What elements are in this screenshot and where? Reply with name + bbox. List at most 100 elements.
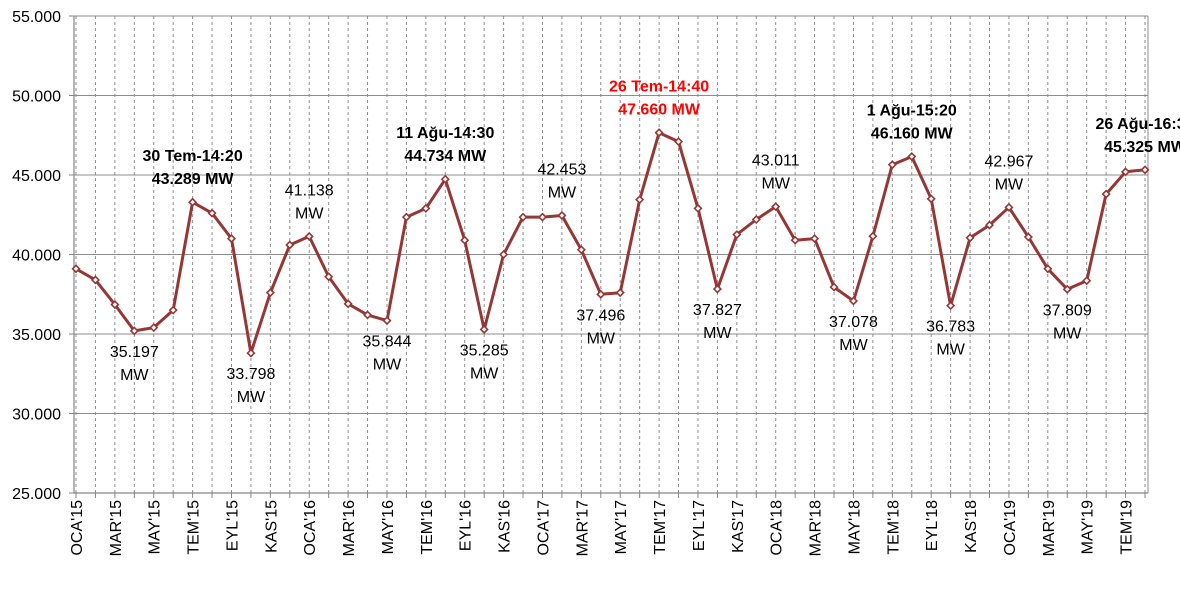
x-tick-label: TEM'17: [652, 500, 669, 555]
x-tick-label: EYL'15: [224, 500, 241, 551]
data-point-marker: [557, 210, 567, 221]
data-point-marker: [226, 234, 237, 244]
data-point-marker: [363, 310, 373, 320]
x-tick-label: MAY'18: [846, 500, 863, 554]
data-point-marker: [732, 230, 742, 240]
data-point-marker: [1082, 276, 1092, 286]
x-tick-label: KAS'18: [963, 500, 980, 553]
data-points: [71, 128, 1150, 358]
data-point-marker: [848, 296, 858, 306]
data-label: 35.285 MW: [460, 342, 509, 382]
data-label-line: 43.289 MW: [152, 171, 235, 188]
data-point-marker: [188, 197, 198, 207]
data-point-marker: [868, 231, 878, 241]
data-point-marker: [518, 212, 528, 222]
data-label-line: 30 Tem-14:20: [143, 148, 243, 165]
y-tick-label: 35.000: [12, 327, 61, 344]
data-label-line: MW: [995, 176, 1024, 193]
data-point-marker: [887, 160, 897, 170]
data-point-marker: [71, 264, 81, 274]
x-tick-label: TEM'18: [885, 500, 902, 555]
data-point-marker: [810, 234, 820, 244]
data-label: 42.453 MW: [537, 161, 586, 201]
x-tick-label: MAR'18: [808, 500, 825, 557]
x-tick-label: OCA'16: [302, 500, 319, 556]
series-line: [75, 131, 1146, 355]
data-point-marker: [382, 316, 392, 326]
data-point-marker: [946, 301, 956, 311]
x-tick-label: MAY'17: [613, 500, 630, 554]
data-label: 36.783 MW: [926, 319, 975, 359]
x-tick-label: MAY'19: [1080, 500, 1097, 554]
data-label: 26 Tem-14:40 47.660 MW: [609, 79, 709, 119]
data-point-marker: [207, 208, 217, 218]
data-point-marker: [635, 195, 645, 205]
axes: [69, 15, 1149, 498]
data-point-marker: [984, 220, 995, 230]
data-point-marker: [324, 272, 334, 282]
x-tick-label: KAS'17: [730, 500, 747, 553]
x-tick-label: MAR'16: [341, 500, 358, 557]
data-label-line: 41.138: [285, 182, 334, 199]
data-point-marker: [90, 275, 100, 285]
data-point-marker: [401, 212, 411, 222]
data-label-line: 37.496: [576, 307, 625, 324]
x-tick-label: OCA'17: [535, 500, 552, 556]
data-point-marker: [576, 245, 586, 255]
data-label-line: 35.197: [110, 344, 159, 361]
data-label: 11 Ağu-14:30 44.734 MW: [396, 125, 494, 165]
data-label-line: 37.078: [829, 314, 878, 331]
data-label-line: 37.809: [1043, 302, 1092, 319]
data-label-line: 46.160 MW: [871, 126, 954, 143]
data-label: 1 Ağu-15:20 46.160 MW: [867, 103, 957, 143]
data-point-marker: [790, 235, 800, 245]
data-point-marker: [1121, 167, 1131, 177]
x-tick-label: MAY'16: [380, 500, 397, 554]
data-point-marker: [712, 284, 722, 294]
x-tick-label: MAY'15: [147, 500, 164, 554]
data-point-marker: [1043, 264, 1053, 274]
data-point-marker: [693, 203, 703, 213]
data-point-marker: [1140, 165, 1150, 175]
data-label-line: 33.798: [226, 366, 275, 383]
x-tick-label: MAR'19: [1041, 500, 1058, 557]
data-point-marker: [654, 128, 664, 138]
y-tick-label: 30.000: [12, 407, 61, 424]
data-label-line: MW: [839, 337, 868, 354]
x-tick-label: OCA'19: [1002, 500, 1019, 556]
data-label: 37.078 MW: [829, 314, 878, 354]
data-point-marker: [460, 235, 470, 245]
data-label-line: 42.453: [537, 161, 586, 178]
data-label-line: MW: [373, 357, 402, 374]
data-point-marker: [149, 323, 159, 333]
data-point-marker: [907, 152, 917, 162]
data-point-marker: [285, 240, 295, 250]
data-point-marker: [673, 137, 684, 147]
x-tick-label: MAR'17: [574, 500, 591, 557]
y-tick-label: 45.000: [12, 168, 61, 185]
data-point-marker: [168, 305, 178, 315]
data-label-line: 37.827: [693, 302, 742, 319]
data-point-marker: [499, 249, 509, 260]
x-tick-label: TEM'16: [419, 500, 436, 555]
data-label-line: MW: [703, 325, 732, 342]
data-point-marker: [596, 289, 606, 299]
data-label: 37.827 MW: [693, 302, 742, 342]
data-label: 37.809 MW: [1043, 302, 1092, 342]
x-tick-label: TEM'19: [1119, 500, 1136, 555]
data-label-line: 44.734 MW: [404, 148, 487, 165]
data-label: 33.798 MW: [226, 366, 275, 406]
data-point-marker: [265, 288, 275, 298]
data-label-line: MW: [761, 176, 790, 193]
data-label-line: MW: [548, 184, 577, 201]
data-point-marker: [1062, 284, 1072, 294]
data-point-marker: [615, 288, 625, 298]
x-tick-label: MAR'15: [108, 500, 125, 557]
data-point-marker: [1101, 189, 1111, 199]
data-label-line: 26 Tem-14:40: [609, 79, 709, 96]
x-tick-label: EYL'18: [924, 500, 941, 551]
data-point-marker: [304, 231, 314, 241]
